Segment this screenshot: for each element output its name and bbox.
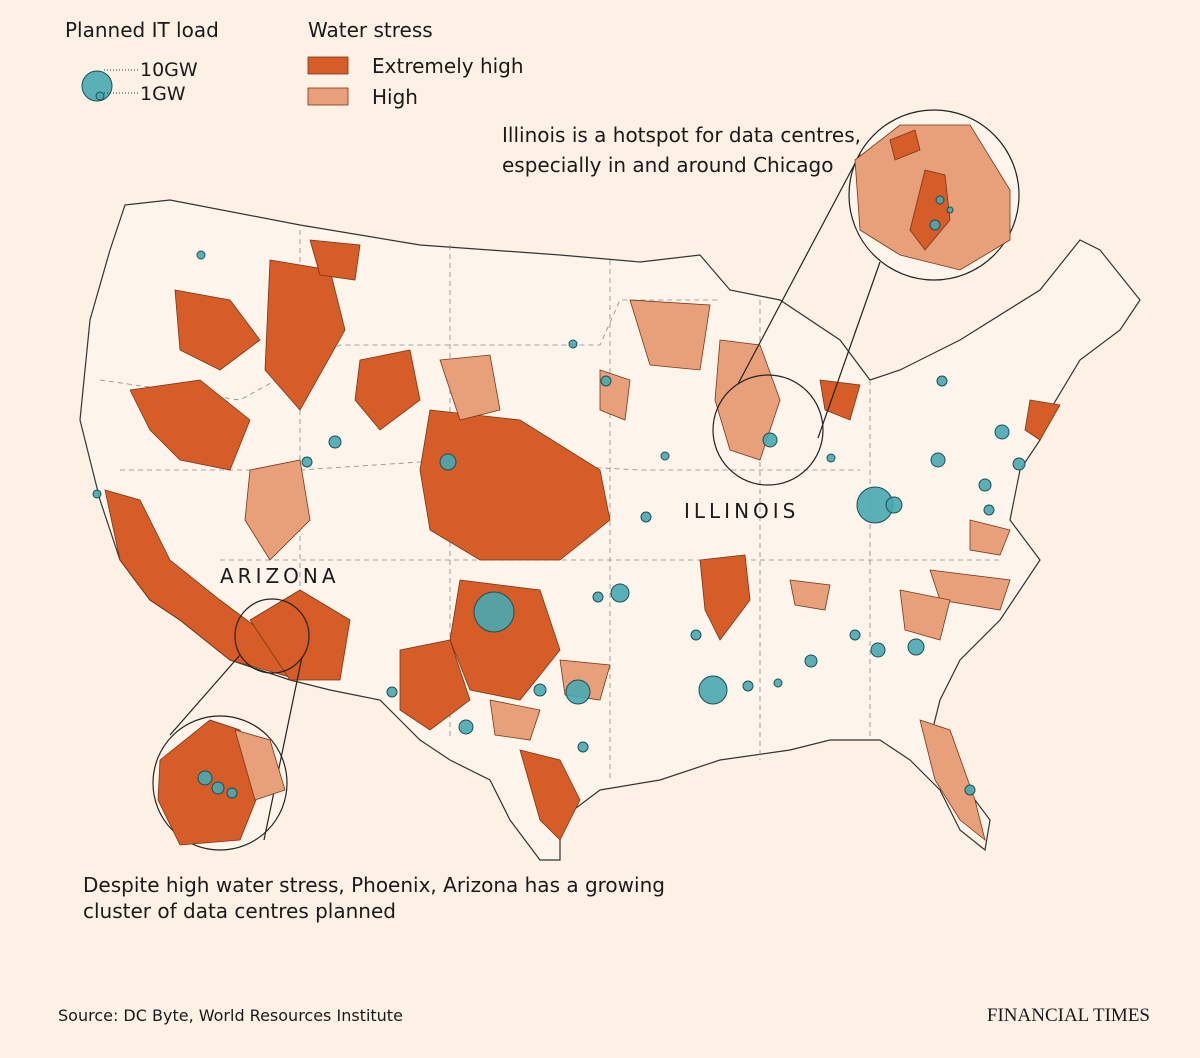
legend: Planned IT load 10GW 1GW Water stress Ex… <box>65 18 524 109</box>
source: Source: DC Byte, World Resources Institu… <box>58 1006 403 1025</box>
legend-label: High <box>372 85 418 109</box>
legend-label: Extremely high <box>372 54 524 78</box>
legend-label: 10GW <box>140 59 198 81</box>
legend-swatch <box>307 87 349 106</box>
legend-title: Water stress <box>308 18 433 42</box>
legend-label: 1GW <box>140 83 186 105</box>
brand: FINANCIAL TIMES <box>987 1005 1150 1026</box>
annotation: especially in and around Chicago <box>502 153 833 177</box>
annotation: Illinois is a hotspot for data centres, <box>502 123 861 147</box>
annotation: Despite high water stress, Phoenix, Ariz… <box>83 873 665 897</box>
water-stress-areas <box>104 239 1061 842</box>
legend-title: Planned IT load <box>65 18 219 42</box>
inset-detail <box>157 124 1011 846</box>
data-centres <box>92 250 1026 796</box>
map-label: ILLINOIS <box>684 499 799 523</box>
map-label: ARIZONA <box>220 564 340 588</box>
legend-swatch <box>307 56 349 75</box>
annotation: cluster of data centres planned <box>83 899 396 923</box>
